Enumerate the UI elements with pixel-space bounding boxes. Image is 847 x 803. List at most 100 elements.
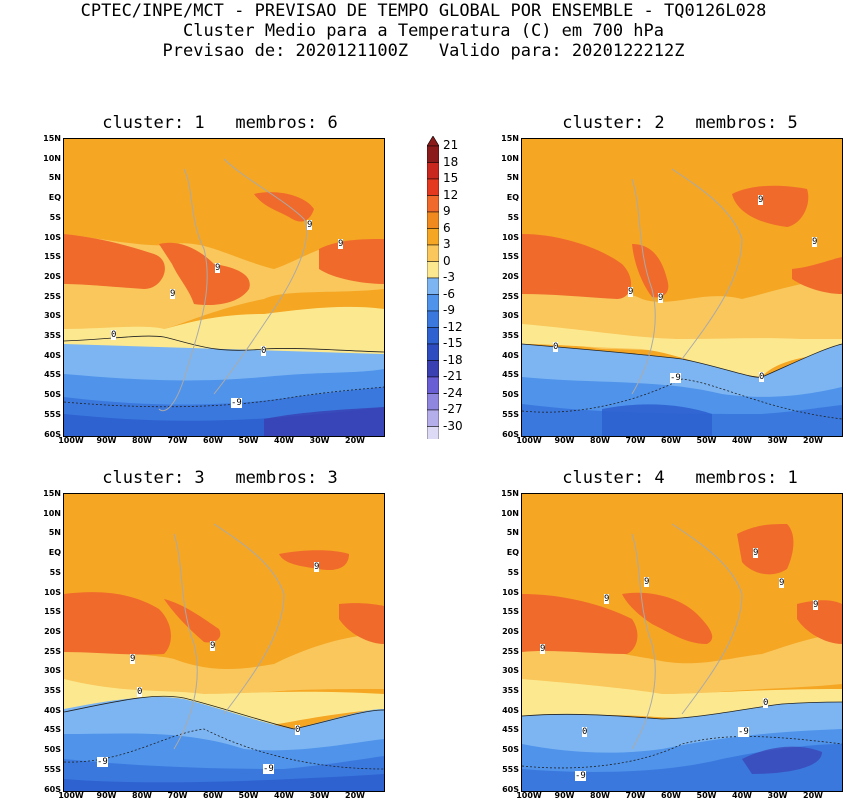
- map-panel-3: 9 9 9 0 0 -9 -9: [63, 493, 385, 792]
- lat-tick-label: 45S: [44, 725, 61, 735]
- lat-tick-label: 10N: [43, 153, 61, 163]
- contour-label: 9: [628, 287, 634, 297]
- lat-tick-label: 10S: [44, 587, 61, 597]
- lon-tick-label: 90W: [554, 436, 575, 445]
- contour-label: 0: [137, 687, 143, 697]
- colorbar-label: -18: [443, 352, 463, 367]
- contour-label: 9: [215, 263, 221, 273]
- contour-label: 0: [763, 698, 769, 708]
- colorbar-label: -30: [443, 418, 463, 433]
- contour-label: 9: [644, 577, 650, 587]
- colorbar-segment: [426, 426, 440, 444]
- lon-tick-label: 80W: [132, 436, 152, 445]
- lat-tick-label: 60S: [44, 429, 61, 439]
- lat-tick-label: 55S: [502, 764, 519, 774]
- colorbar-label: 15: [443, 171, 459, 185]
- lon-tick-label: 70W: [625, 791, 646, 800]
- lat-tick-label: 35S: [44, 686, 61, 695]
- contour-label: 9: [753, 548, 759, 558]
- main-title-line2: Cluster Medio para a Temperatura (C) em …: [182, 21, 665, 41]
- lat-tick-label: 50S: [502, 390, 519, 400]
- colorbar-segment: [426, 277, 440, 295]
- lat-tick-label: 5N: [48, 528, 61, 538]
- lon-tick-label: 80W: [132, 791, 152, 800]
- lon-tick-label: 90W: [96, 436, 117, 445]
- contour-label: 9: [540, 644, 546, 654]
- lon-tick-label: 60W: [203, 436, 223, 445]
- lat-tick-label: 40S: [44, 350, 61, 360]
- colorbar-label: -15: [443, 336, 463, 350]
- colorbar-label: -6: [443, 286, 455, 301]
- lon-tick-label: 80W: [590, 436, 610, 445]
- lat-tick-label: 45S: [502, 725, 519, 735]
- map-panel-2: 9 9 9 9 0 0 -9: [521, 138, 843, 437]
- colorbar-segment: [426, 393, 440, 411]
- lon-tick-label: 40W: [274, 791, 294, 800]
- contour-label: 9: [314, 562, 320, 572]
- lat-tick-label: 40S: [502, 350, 519, 360]
- lat-tick-label: 60S: [44, 784, 61, 794]
- contour-label: 9: [338, 239, 344, 249]
- lat-tick-label: 20S: [502, 626, 519, 636]
- contour-label: 9: [604, 594, 610, 604]
- lon-tick-label: 100W: [516, 791, 542, 800]
- lat-tick-label: 5N: [506, 528, 519, 538]
- lat-tick-label: 35S: [502, 331, 519, 340]
- lon-tick-label: 30W: [309, 436, 330, 445]
- lat-tick-label: 25S: [44, 646, 61, 656]
- lat-tick-label: 40S: [44, 705, 61, 715]
- panel-4-title: cluster: 4 membros: 1: [562, 468, 798, 488]
- contour-label: -9: [263, 764, 274, 774]
- contour-label: 9: [812, 237, 818, 247]
- lat-tick-label: 55S: [44, 409, 61, 419]
- contour-label: -9: [738, 727, 749, 737]
- lat-tick-label: 30S: [502, 311, 519, 321]
- lat-tick-label: 60S: [502, 784, 519, 794]
- lon-tick-label: 20W: [803, 436, 823, 445]
- lon-tick-label: 70W: [625, 436, 646, 445]
- lon-tick-label: 100W: [58, 791, 84, 800]
- lon-tick-label: 40W: [274, 436, 294, 445]
- lat-tick-label: 40S: [502, 705, 519, 715]
- contour-label: 0: [261, 346, 267, 356]
- lon-tick-label: 50W: [696, 791, 717, 800]
- lat-tick-label: 5N: [506, 173, 519, 183]
- lon-tick-label: 100W: [58, 436, 84, 445]
- lat-tick-label: 5S: [49, 567, 61, 577]
- lat-tick-label: 5S: [49, 212, 61, 222]
- colorbar-segment: [426, 195, 440, 213]
- lon-tick-label: 50W: [238, 436, 259, 445]
- colorbar-label: 12: [443, 187, 459, 202]
- panel-1-title: cluster: 1 membros: 6: [102, 113, 338, 133]
- contour-label: 9: [307, 220, 313, 230]
- lat-tick-label: 55S: [44, 764, 61, 774]
- lon-tick-label: 30W: [767, 436, 788, 445]
- contour-label: 9: [779, 578, 785, 588]
- colorbar-segment: [426, 343, 440, 361]
- lat-tick-label: 10N: [501, 153, 519, 163]
- colorbar: [426, 135, 440, 454]
- lat-tick-label: 35S: [44, 331, 61, 340]
- colorbar-segment: [426, 409, 440, 427]
- contour-label: 0: [295, 725, 301, 735]
- lat-tick-label: EQ: [48, 193, 61, 203]
- lat-tick-label: 15N: [501, 489, 519, 498]
- colorbar-segment: [426, 376, 440, 394]
- lat-tick-label: EQ: [48, 548, 61, 558]
- lat-tick-label: 15N: [501, 134, 519, 143]
- lat-tick-label: 45S: [502, 370, 519, 380]
- lat-tick-label: 10S: [502, 232, 519, 242]
- lat-tick-label: 5S: [507, 212, 519, 222]
- contour-label: -9: [97, 757, 108, 767]
- contour-label: 9: [758, 195, 764, 205]
- lon-tick-label: 40W: [732, 791, 752, 800]
- lat-tick-label: 15S: [44, 607, 61, 617]
- lon-tick-label: 60W: [203, 791, 223, 800]
- lat-tick-label: 50S: [44, 745, 61, 755]
- lon-tick-label: 40W: [732, 436, 752, 445]
- lat-tick-label: 10S: [44, 232, 61, 242]
- contour-label: -9: [231, 398, 242, 408]
- lat-tick-label: EQ: [506, 548, 519, 558]
- contour-label: 9: [658, 293, 664, 303]
- colorbar-top-arrow: [426, 135, 440, 147]
